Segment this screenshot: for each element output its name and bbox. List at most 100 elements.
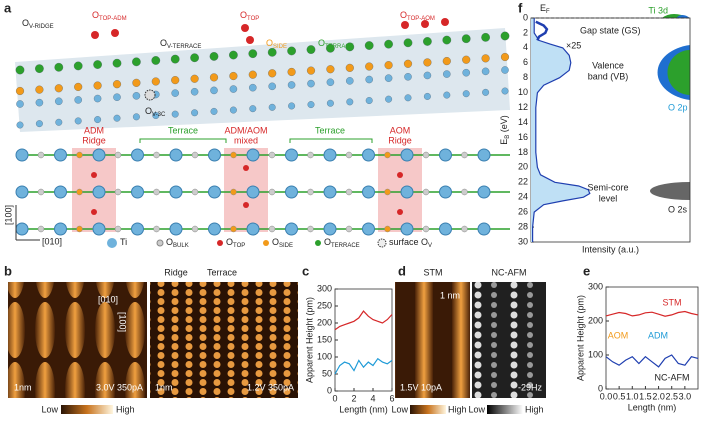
atom [481,67,490,76]
ti-atom [246,185,260,199]
atom [54,84,63,93]
panel-letter: b [4,263,12,278]
y-tick-label: 26 [518,207,528,217]
o-atom [37,151,45,159]
o-atom [384,225,391,233]
ti-atom [15,222,29,236]
ti-atom [323,185,337,199]
scale-label: 1nm [14,382,32,392]
image-label: STM [424,267,443,277]
atom [93,60,102,69]
axis-label: Length (nm) [339,404,388,414]
stm-image [8,282,147,398]
legend-label: OTERRACE [324,237,360,248]
atom [151,56,161,65]
legend-label: Ti [120,237,127,247]
label: OTOP [240,10,259,21]
y-tick-label: 4 [523,42,528,52]
y-tick-label: 0 [598,383,603,393]
o-atom [422,225,430,233]
legend-label: OSIDE [272,237,293,248]
atom [268,69,277,78]
atom [209,52,219,61]
y-tick-label: 24 [518,192,528,202]
ti-atom [208,222,221,236]
atom [93,94,102,103]
atom [421,20,429,28]
atom [74,82,83,91]
atom [423,58,432,67]
region-label: Ridge [82,135,106,145]
atom [91,31,99,39]
atom [74,96,82,104]
line [605,310,699,317]
y-tick-label: 200 [588,315,603,325]
ti-atom [131,222,144,236]
legend-label: OBULK [166,237,189,248]
atom [35,64,44,73]
image-label: Ridge [164,267,188,277]
atom [190,88,199,96]
x-tick-label: 6 [389,393,394,403]
colorbar [61,405,113,414]
x-tick-label: 2 [351,393,356,403]
ti-atom [169,148,183,162]
stm-image [150,282,298,398]
ti-atom [54,222,67,236]
atom [307,101,315,109]
y-tick-label: 14 [518,117,528,127]
o-atom [307,225,314,233]
atom [229,50,238,60]
legend-swatch [217,240,223,246]
atom [112,80,122,89]
atom [171,76,180,85]
atom [229,106,237,114]
atom [306,45,316,54]
o-atom [191,151,199,159]
colorbar-label: Low [41,404,58,414]
legend-swatch [263,240,269,246]
label: OSIDE [266,38,287,49]
scale-label: 1 nm [440,290,460,300]
o-atom [268,188,276,196]
atom [462,90,470,98]
lattice [15,148,510,236]
ti-atom [285,222,298,236]
atom [423,71,432,80]
atom [287,81,296,89]
annotation: band (VB) [588,71,629,81]
annotation: ×25 [566,40,581,50]
image-label: STM [69,270,88,280]
x-tick-label: 1.5 [639,391,652,401]
scale-label: 1nm [155,382,173,392]
atom [385,95,393,103]
o-atom [76,188,83,196]
o-atom [345,188,353,196]
o-atom [191,225,199,233]
ti-atom [477,148,491,162]
line [334,310,393,331]
annotation: level [599,193,618,203]
direction: [010] [98,294,118,304]
ti-atom [246,222,260,236]
axis-label: Apparent Height (pm) [304,297,314,383]
y-tick-label: 150 [317,334,332,344]
ti-atom [285,185,298,199]
ti-atom [323,222,337,236]
atom [15,86,25,96]
o-atom [345,151,353,159]
o-atom [230,151,237,159]
atom [94,116,102,124]
o-top [91,172,97,178]
atom [241,24,249,32]
plot-frame [605,286,699,390]
slab-atoms [15,18,510,129]
o-atom [76,151,83,159]
atom [248,49,258,59]
ti-atom [92,185,106,199]
o-atom [345,225,353,233]
atom [268,82,276,91]
atom [15,65,25,75]
atom [365,62,374,71]
o-top [397,172,403,178]
